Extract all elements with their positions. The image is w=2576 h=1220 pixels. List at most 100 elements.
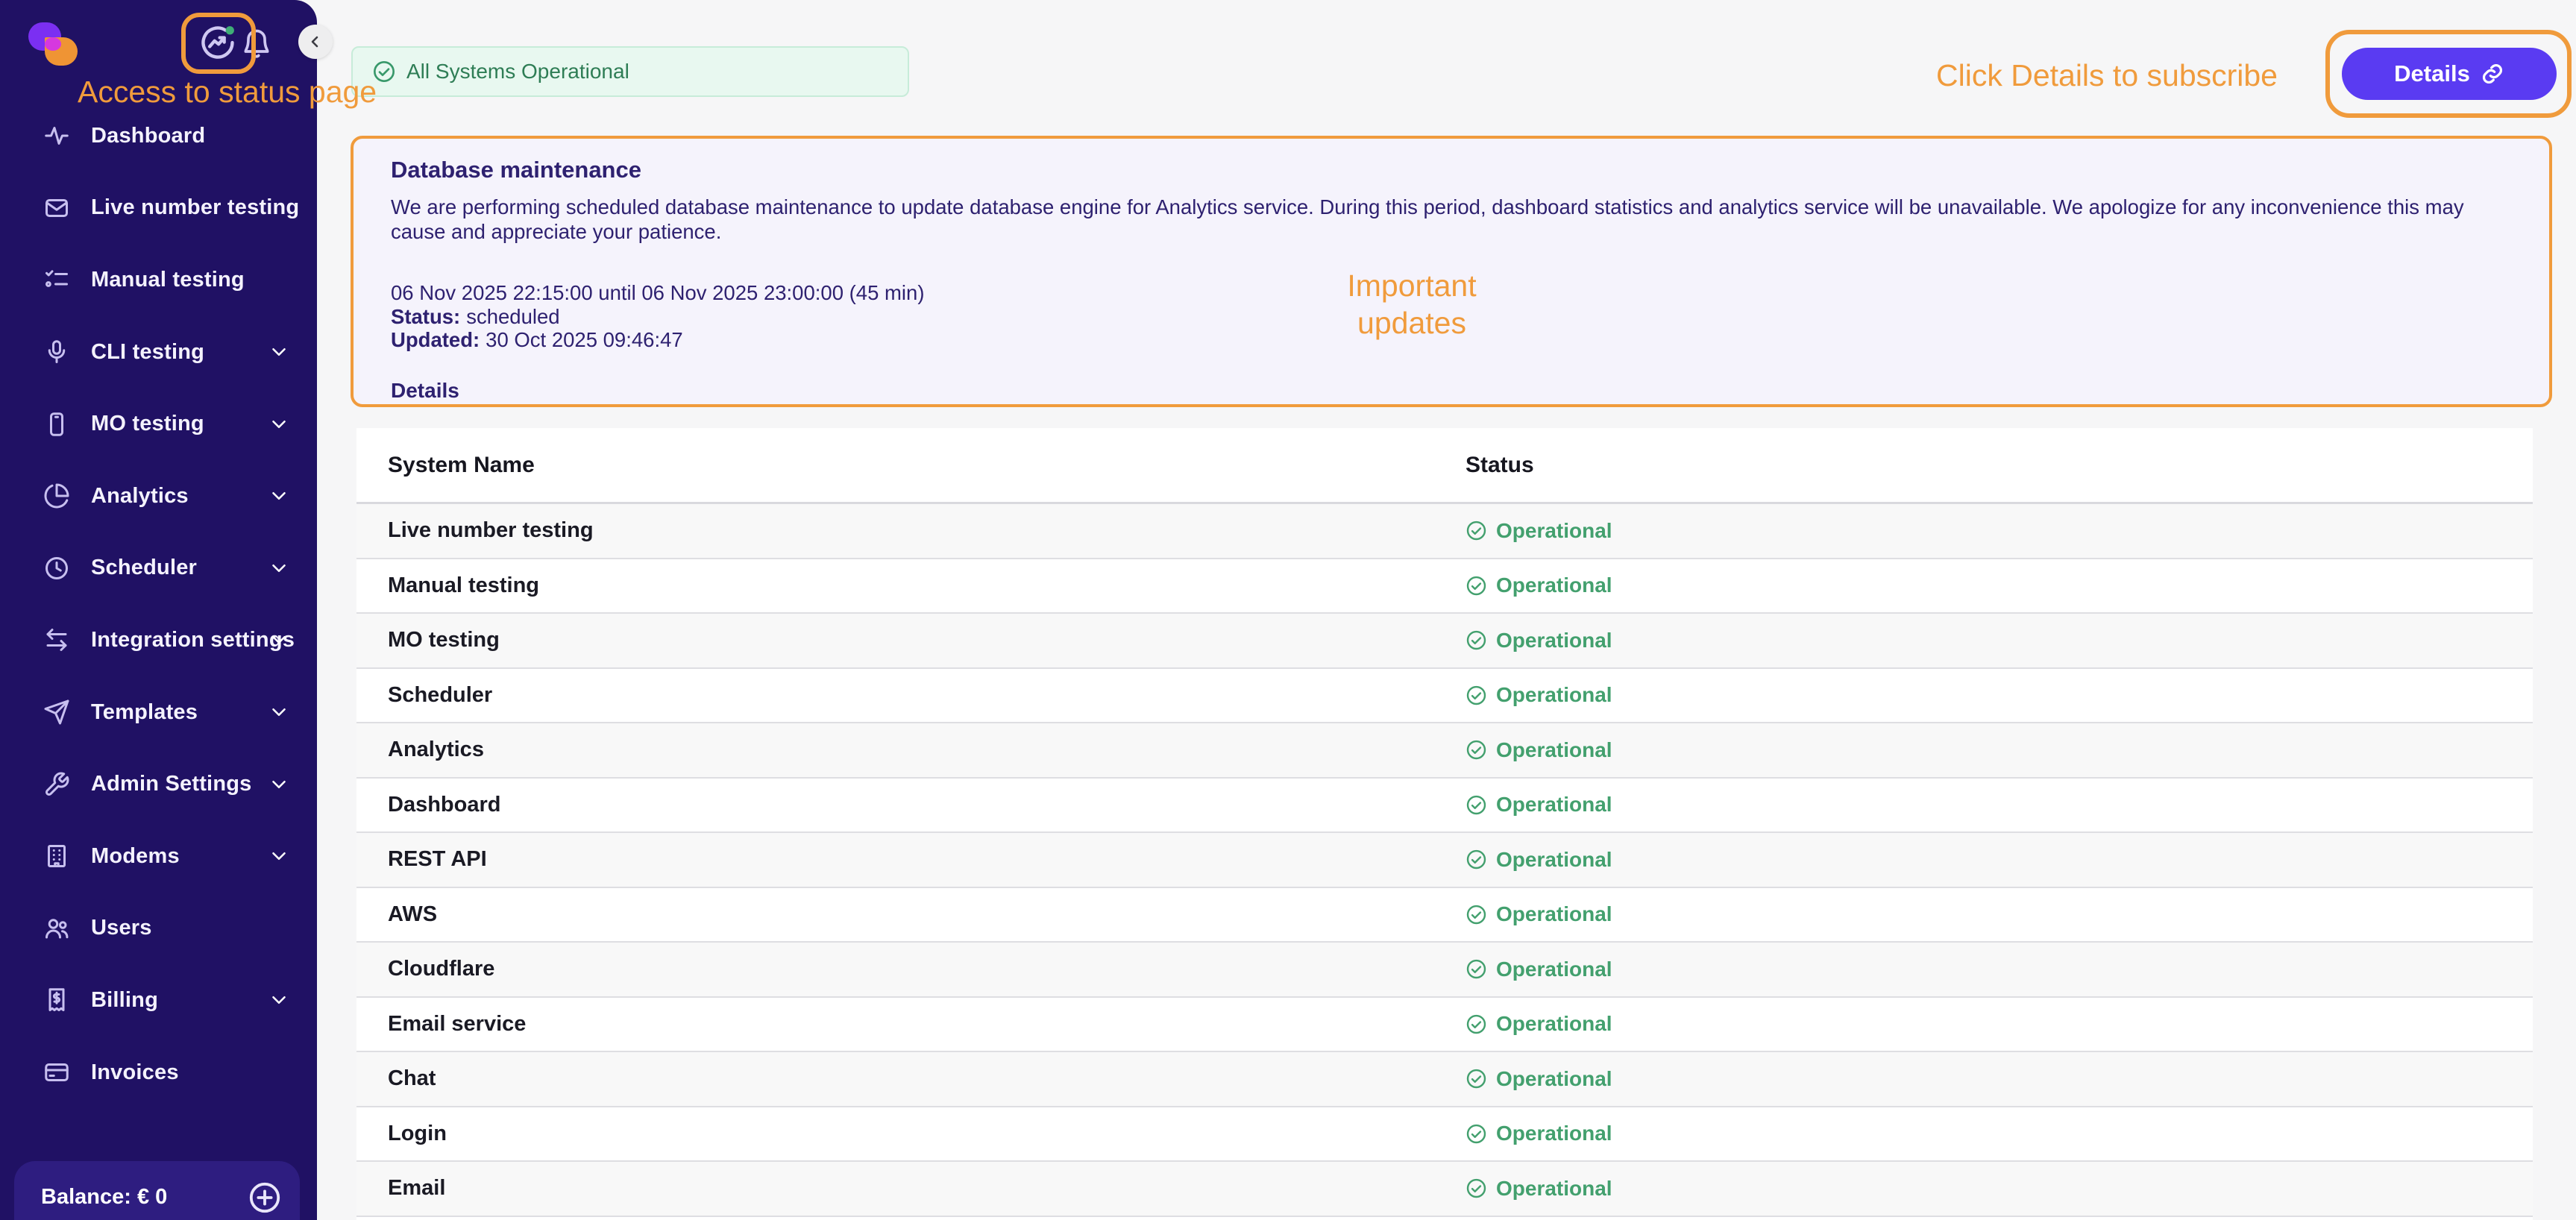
sidebar-item-label: Invoices — [91, 1060, 179, 1084]
sidebar-item-billing[interactable]: Billing — [0, 964, 317, 1037]
sidebar-item-label: Scheduler — [91, 556, 198, 580]
chevron-down-icon — [268, 485, 290, 507]
sidebar-item-cli-testing[interactable]: CLI testing — [0, 316, 317, 389]
users-icon — [45, 919, 69, 939]
check-circle-icon — [1466, 794, 1487, 816]
sidebar-item-users[interactable]: Users — [0, 893, 317, 965]
sidebar-item-live-number-testing[interactable]: Live number testing — [0, 172, 317, 245]
chevron-down-icon — [268, 341, 290, 363]
wrench-icon — [45, 772, 69, 796]
table-row: Cloudflare Operational — [356, 943, 2533, 998]
check-circle-icon — [1466, 520, 1487, 541]
table-row: Live number testing Operational — [356, 504, 2533, 559]
sidebar-item-integration-settings[interactable]: Integration settings — [0, 604, 317, 676]
chevron-down-icon — [268, 557, 290, 579]
clock-icon — [45, 556, 68, 579]
table-row: Analytics Operational — [356, 723, 2533, 779]
maintenance-card: Database maintenance We are performing s… — [351, 136, 2552, 407]
status-badge: Operational — [1496, 738, 1612, 761]
credit-card-icon — [45, 1063, 69, 1082]
chevron-down-icon — [268, 989, 290, 1011]
table-row: REST API Operational — [356, 833, 2533, 888]
sidebar-item-label: Dashboard — [91, 123, 206, 148]
chevron-down-icon — [268, 773, 290, 796]
chevron-down-icon — [268, 701, 290, 723]
microphone-icon — [48, 340, 66, 364]
sidebar-item-label: Live number testing — [91, 195, 300, 220]
table-row: MO testing Operational — [356, 614, 2533, 669]
details-button[interactable]: Details — [2342, 48, 2557, 100]
smartphone-icon — [50, 412, 63, 436]
status-badge: Operational — [1496, 847, 1612, 871]
maintenance-title: Database maintenance — [391, 157, 641, 183]
check-circle-icon — [1466, 1177, 1487, 1199]
status-badge: Operational — [1496, 1176, 1612, 1200]
sidebar-item-label: Admin Settings — [91, 772, 252, 796]
maintenance-schedule: 06 Nov 2025 22:15:00 until 06 Nov 2025 2… — [391, 281, 2512, 352]
sidebar-item-manual-testing[interactable]: Manual testing — [0, 244, 317, 316]
sidebar-item-mo-testing[interactable]: MO testing — [0, 388, 317, 460]
check-circle-icon — [1466, 685, 1487, 706]
sidebar-item-analytics[interactable]: Analytics — [0, 460, 317, 532]
sidebar-item-label: Templates — [91, 699, 198, 724]
mail-icon — [45, 198, 68, 217]
sidebar-item-scheduler[interactable]: Scheduler — [0, 532, 317, 605]
table-row: Dashboard Operational — [356, 778, 2533, 833]
sidebar-item-label: Manual testing — [91, 267, 245, 292]
column-header-system-name: System Name — [388, 452, 535, 477]
pie-chart-icon — [44, 483, 69, 509]
sidebar-item-label: CLI testing — [91, 339, 205, 364]
table-row: Manual testing Operational — [356, 559, 2533, 614]
chevron-left-icon — [311, 36, 318, 48]
sidebar-nav: Dashboard Live number testing Manual tes… — [0, 100, 317, 1108]
sidebar-item-label: Users — [91, 916, 152, 940]
check-circle-icon — [1466, 958, 1487, 980]
systems-status-table: System Name Status Live number testing O… — [356, 428, 2533, 1220]
check-circle-icon — [1466, 739, 1487, 761]
annotation-important-updates: Important updates — [1347, 268, 1477, 340]
sidebar-item-modems[interactable]: Modems — [0, 820, 317, 893]
check-circle-icon — [1466, 629, 1487, 651]
activity-icon — [45, 127, 69, 145]
chevron-down-icon — [268, 413, 290, 436]
link-icon — [2482, 64, 2502, 84]
sidebar-collapse-button[interactable] — [298, 25, 333, 59]
sidebar-item-dashboard[interactable]: Dashboard — [0, 100, 317, 172]
check-circle-icon — [1466, 1123, 1487, 1145]
table-row: Email Operational — [356, 1162, 2533, 1217]
sidebar-item-label: MO testing — [91, 412, 204, 436]
notifications-bell-icon[interactable] — [240, 27, 273, 60]
table-row: Chat Operational — [356, 1052, 2533, 1107]
status-badge: Operational — [1496, 573, 1612, 597]
sidebar-item-label: Integration settings — [91, 627, 295, 652]
send-icon — [44, 699, 69, 725]
badge-label: All Systems Operational — [406, 60, 629, 83]
swap-arrows-icon — [46, 629, 67, 652]
annotation-access-status-page: Access to status page — [78, 75, 377, 109]
status-badge: Operational — [1496, 683, 1612, 707]
maintenance-status-line: Status: scheduled — [391, 304, 560, 328]
status-badge: Operational — [1496, 1012, 1612, 1036]
sidebar-item-invoices[interactable]: Invoices — [0, 1037, 317, 1109]
chevron-down-icon — [268, 845, 290, 867]
app-logo — [28, 22, 78, 67]
check-circle-icon — [1466, 849, 1487, 870]
maintenance-description: We are performing scheduled database mai… — [391, 195, 2464, 243]
sidebar-item-templates[interactable]: Templates — [0, 676, 317, 749]
status-page-icon[interactable] — [198, 23, 237, 62]
table-row: AWS Operational — [356, 887, 2533, 943]
check-circle-icon — [1466, 1068, 1487, 1089]
sidebar-item-label: Billing — [91, 987, 159, 1012]
maintenance-details-link[interactable]: Details — [391, 378, 459, 402]
status-badge: Operational — [1496, 1122, 1612, 1145]
check-circle-icon — [1466, 575, 1487, 597]
add-funds-button[interactable] — [248, 1180, 282, 1215]
check-circle-icon — [1466, 1013, 1487, 1035]
table-row: Scheduler Operational — [356, 668, 2533, 723]
maintenance-window: 06 Nov 2025 22:15:00 until 06 Nov 2025 2… — [391, 281, 925, 304]
maintenance-updated-line: Updated: 30 Oct 2025 09:46:47 — [391, 328, 683, 351]
status-badge: Operational — [1496, 902, 1612, 926]
sidebar-item-admin-settings[interactable]: Admin Settings — [0, 748, 317, 820]
check-circle-icon — [1466, 904, 1487, 925]
